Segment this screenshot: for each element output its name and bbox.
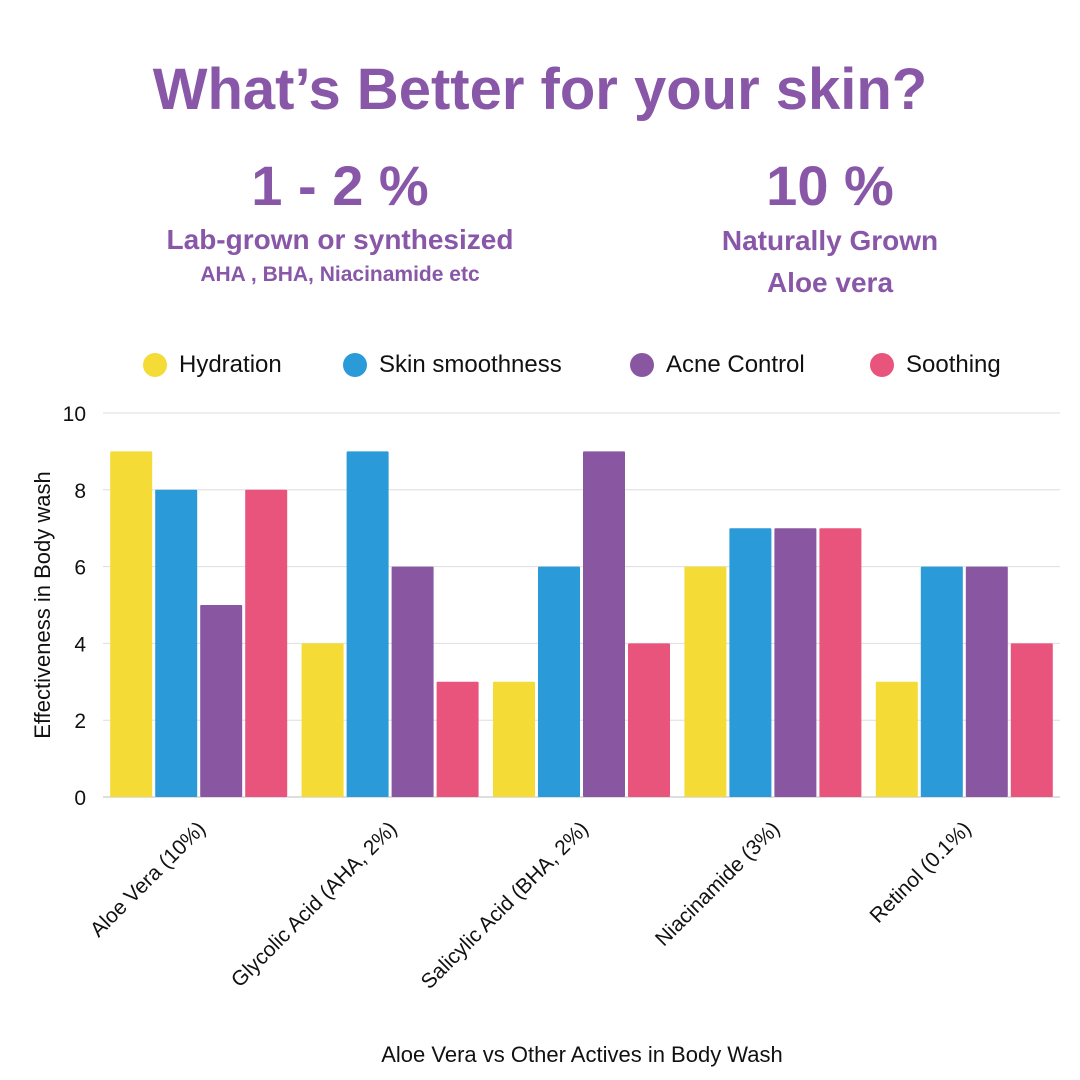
bar-retinol-0-1-soothing <box>1010 643 1053 797</box>
bar-glycolic-acid-aha-2-skin-smoothness <box>346 451 389 797</box>
x-tick-label: Retinol (0.1%) <box>865 817 975 927</box>
bar-aloe-vera-10-soothing <box>245 489 288 797</box>
bar-glycolic-acid-aha-2-hydration <box>301 643 344 797</box>
natural-percentage: 10 % <box>766 154 894 217</box>
x-tick-label: Aloe Vera (10%) <box>86 817 210 941</box>
y-tick-label: 8 <box>74 480 86 503</box>
chart-legend: Hydration Skin smoothness Acne Control Soot… <box>143 351 1001 378</box>
bar-niacinamide-3-hydration <box>684 566 727 797</box>
x-tick-label: Glycolic Acid (AHA, 2%) <box>227 817 402 992</box>
y-tick-label: 10 <box>63 403 86 426</box>
natural-label: Naturally Grown <box>721 225 939 256</box>
bar-niacinamide-3-soothing <box>819 528 862 797</box>
legend-label-acne-control: Acne Control <box>666 351 805 378</box>
bar-retinol-0-1-skin-smoothness <box>920 566 963 797</box>
bar-glycolic-acid-aha-2-soothing <box>436 681 479 797</box>
legend-label-skin-smoothness: Skin smoothness <box>379 351 562 378</box>
synthetic-stat: 1 - 2 % Lab-grown or synthesized AHA , B… <box>110 152 570 290</box>
chart-bars <box>110 451 1053 797</box>
x-tick-label: Niacinamide (3%) <box>651 817 784 950</box>
synthetic-label: Lab-grown or synthesized <box>166 224 514 255</box>
legend-label-soothing: Soothing <box>906 351 1001 378</box>
y-axis-title: Effectiveness in Body wash <box>30 471 55 738</box>
y-tick-label: 6 <box>74 557 86 580</box>
legend-label-hydration: Hydration <box>179 351 282 378</box>
x-axis-ticks: Aloe Vera (10%) Glycolic Acid (AHA, 2%) Sa… <box>86 817 976 993</box>
natural-name: Aloe vera <box>766 267 894 298</box>
bar-salicylic-acid-bha-2-skin-smoothness <box>538 566 580 797</box>
page-title: What’s Better for your skin? <box>152 57 928 122</box>
y-axis-ticks: 0 2 4 6 8 10 <box>63 403 87 810</box>
bar-salicylic-acid-bha-2-soothing <box>628 643 670 797</box>
natural-stat: 10 % Naturally Grown Aloe vera <box>630 152 1030 304</box>
x-axis-title: Aloe Vera vs Other Actives in Body Wash <box>381 1042 782 1067</box>
bar-niacinamide-3-skin-smoothness <box>729 528 772 797</box>
bar-salicylic-acid-bha-2-hydration <box>493 681 535 797</box>
bar-retinol-0-1-hydration <box>875 681 918 797</box>
legend-swatch-soothing <box>870 353 894 377</box>
bar-aloe-vera-10-skin-smoothness <box>155 489 198 797</box>
bar-niacinamide-3-acne-control <box>774 528 817 797</box>
y-tick-label: 2 <box>74 710 86 733</box>
legend-swatch-skin-smoothness <box>343 353 367 377</box>
synthetic-percentage: 1 - 2 % <box>251 154 429 217</box>
bar-retinol-0-1-acne-control <box>965 566 1008 797</box>
synthetic-examples: AHA , BHA, Niacinamide etc <box>200 263 480 286</box>
bar-glycolic-acid-aha-2-acne-control <box>391 566 434 797</box>
x-tick-label: Salicylic Acid (BHA, 2%) <box>417 817 593 993</box>
y-tick-label: 0 <box>74 787 86 810</box>
bar-aloe-vera-10-hydration <box>110 451 153 797</box>
bar-salicylic-acid-bha-2-acne-control <box>583 451 625 797</box>
legend-swatch-hydration <box>143 353 167 377</box>
legend-swatch-acne-control <box>630 353 654 377</box>
bar-aloe-vera-10-acne-control <box>200 605 243 797</box>
y-tick-label: 4 <box>74 633 86 656</box>
